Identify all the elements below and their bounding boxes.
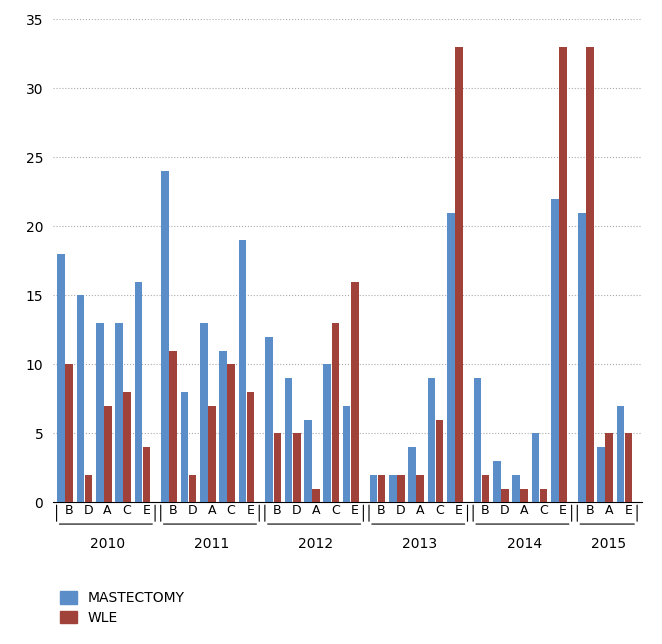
Bar bbox=[447, 213, 455, 502]
Bar bbox=[578, 213, 585, 502]
Bar bbox=[77, 296, 84, 502]
Text: 2011: 2011 bbox=[194, 537, 229, 551]
Bar bbox=[239, 240, 246, 502]
Bar bbox=[208, 406, 216, 502]
Bar bbox=[123, 392, 131, 502]
Bar bbox=[559, 47, 567, 502]
Bar bbox=[351, 281, 359, 502]
Bar bbox=[104, 406, 112, 502]
Bar bbox=[273, 433, 281, 502]
Bar bbox=[285, 378, 293, 502]
Bar bbox=[436, 419, 444, 502]
Bar bbox=[551, 199, 559, 502]
Bar bbox=[162, 171, 169, 502]
Bar bbox=[605, 433, 613, 502]
Bar bbox=[324, 365, 331, 502]
Bar bbox=[597, 447, 605, 502]
Bar bbox=[219, 350, 227, 502]
Bar bbox=[397, 475, 404, 502]
Bar bbox=[625, 433, 632, 502]
Bar bbox=[228, 365, 235, 502]
Bar bbox=[482, 475, 489, 502]
Bar bbox=[181, 392, 188, 502]
Bar bbox=[343, 406, 350, 502]
Bar bbox=[142, 447, 150, 502]
Bar bbox=[416, 475, 424, 502]
Bar bbox=[96, 323, 103, 502]
Bar bbox=[408, 447, 416, 502]
Bar bbox=[312, 489, 320, 502]
Legend: MASTECTOMY, WLE: MASTECTOMY, WLE bbox=[60, 591, 185, 625]
Bar bbox=[428, 378, 436, 502]
Bar bbox=[304, 419, 312, 502]
Bar bbox=[616, 406, 624, 502]
Bar bbox=[247, 392, 254, 502]
Bar bbox=[189, 475, 197, 502]
Bar bbox=[493, 461, 500, 502]
Bar bbox=[512, 475, 520, 502]
Bar bbox=[532, 433, 540, 502]
Bar bbox=[115, 323, 123, 502]
Bar bbox=[501, 489, 509, 502]
Bar bbox=[293, 433, 301, 502]
Bar bbox=[520, 489, 528, 502]
Text: 2014: 2014 bbox=[506, 537, 542, 551]
Bar bbox=[586, 47, 594, 502]
Bar bbox=[540, 489, 547, 502]
Bar bbox=[57, 254, 65, 502]
Bar bbox=[200, 323, 208, 502]
Bar bbox=[85, 475, 92, 502]
Bar bbox=[474, 378, 481, 502]
Text: 2013: 2013 bbox=[402, 537, 438, 551]
Bar bbox=[369, 475, 377, 502]
Bar bbox=[169, 350, 177, 502]
Bar bbox=[332, 323, 339, 502]
Text: 2012: 2012 bbox=[299, 537, 334, 551]
Text: 2010: 2010 bbox=[90, 537, 125, 551]
Bar bbox=[265, 337, 273, 502]
Bar bbox=[66, 365, 73, 502]
Text: 2015: 2015 bbox=[591, 537, 626, 551]
Bar bbox=[389, 475, 397, 502]
Bar bbox=[134, 281, 142, 502]
Bar bbox=[455, 47, 463, 502]
Bar bbox=[377, 475, 385, 502]
